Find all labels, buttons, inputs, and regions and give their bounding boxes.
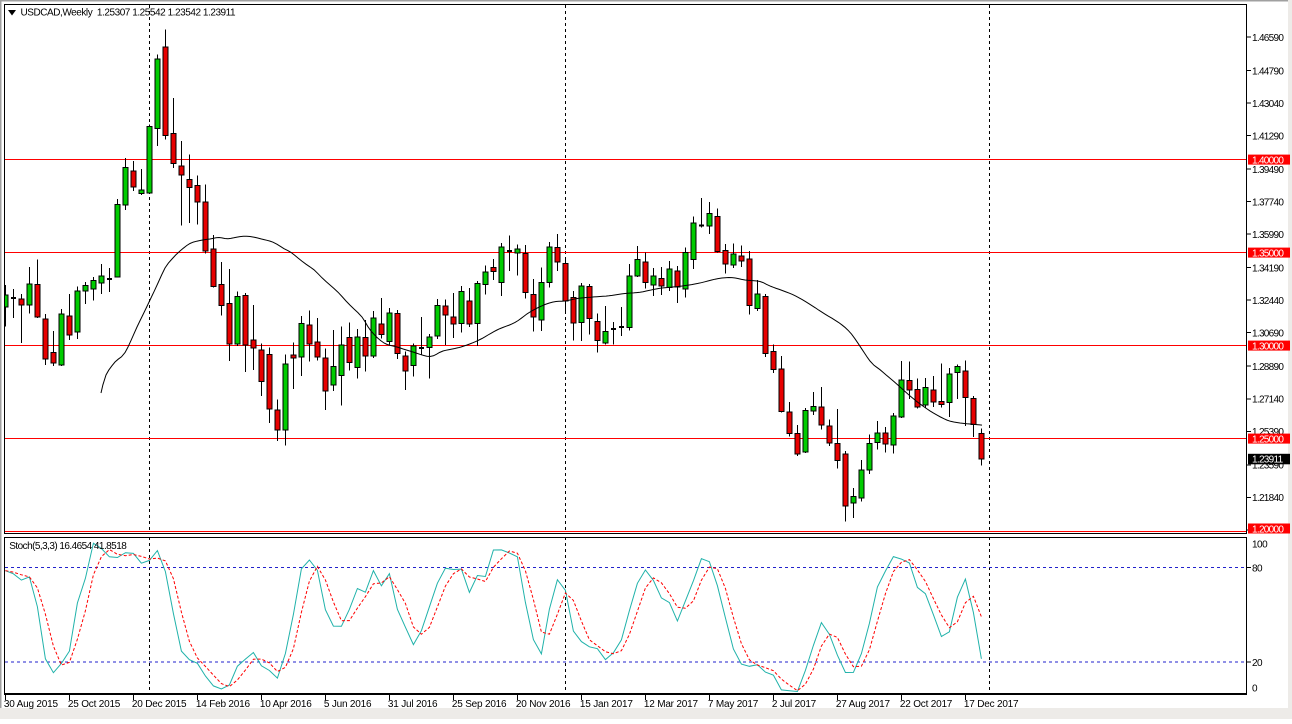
svg-text:20: 20 [1252,658,1263,669]
svg-text:1.23911: 1.23911 [1252,455,1284,466]
svg-text:1.30690: 1.30690 [1252,329,1284,340]
svg-text:20 Nov 2016: 20 Nov 2016 [516,699,571,710]
svg-text:1.44790: 1.44790 [1252,66,1284,77]
svg-text:2 Jul 2017: 2 Jul 2017 [772,699,817,710]
svg-text:1.30000: 1.30000 [1252,341,1284,352]
svg-text:1.39490: 1.39490 [1252,165,1284,176]
svg-text:15 Jan 2017: 15 Jan 2017 [580,699,633,710]
svg-text:1.40000: 1.40000 [1252,155,1284,166]
svg-text:1.37740: 1.37740 [1252,197,1284,208]
svg-text:80: 80 [1252,563,1263,574]
svg-text:1.35000: 1.35000 [1252,248,1284,259]
svg-text:1.46590: 1.46590 [1252,33,1284,44]
svg-text:Stoch(5,3,3) 16.4654 41.8518: Stoch(5,3,3) 16.4654 41.8518 [9,541,127,552]
svg-text:1.28890: 1.28890 [1252,362,1284,373]
svg-text:20 Dec 2015: 20 Dec 2015 [132,699,187,710]
svg-text:14 Feb 2016: 14 Feb 2016 [196,699,251,710]
svg-text:1.25390: 1.25390 [1252,427,1284,438]
svg-text:1.34190: 1.34190 [1252,263,1284,274]
svg-text:100: 100 [1252,540,1268,551]
svg-text:22 Oct 2017: 22 Oct 2017 [900,699,953,710]
svg-text:31 Jul 2016: 31 Jul 2016 [388,699,438,710]
svg-text:5 Jun 2016: 5 Jun 2016 [324,699,372,710]
svg-text:USDCAD,Weekly 1.25307 1.25542: USDCAD,Weekly 1.25307 1.25542 1.23542 1.… [21,7,237,18]
svg-text:30 Aug 2015: 30 Aug 2015 [4,699,59,710]
svg-text:1.25000: 1.25000 [1252,434,1284,445]
svg-text:7 May 2017: 7 May 2017 [708,699,759,710]
svg-text:1.32440: 1.32440 [1252,296,1284,307]
svg-text:1.27140: 1.27140 [1252,395,1284,406]
svg-text:0: 0 [1252,683,1258,694]
svg-text:1.43040: 1.43040 [1252,99,1284,110]
svg-text:1.21840: 1.21840 [1252,493,1284,504]
svg-text:1.20000: 1.20000 [1252,524,1284,535]
svg-text:1.35990: 1.35990 [1252,230,1284,241]
svg-text:27 Aug 2017: 27 Aug 2017 [836,699,891,710]
svg-text:1.23590: 1.23590 [1252,461,1284,472]
svg-text:1.41290: 1.41290 [1252,131,1284,142]
svg-text:12 Mar 2017: 12 Mar 2017 [644,699,699,710]
svg-text:25 Sep 2016: 25 Sep 2016 [452,699,507,710]
svg-text:25 Oct 2015: 25 Oct 2015 [68,699,121,710]
svg-text:17 Dec 2017: 17 Dec 2017 [964,699,1019,710]
svg-text:10 Apr 2016: 10 Apr 2016 [260,699,312,710]
